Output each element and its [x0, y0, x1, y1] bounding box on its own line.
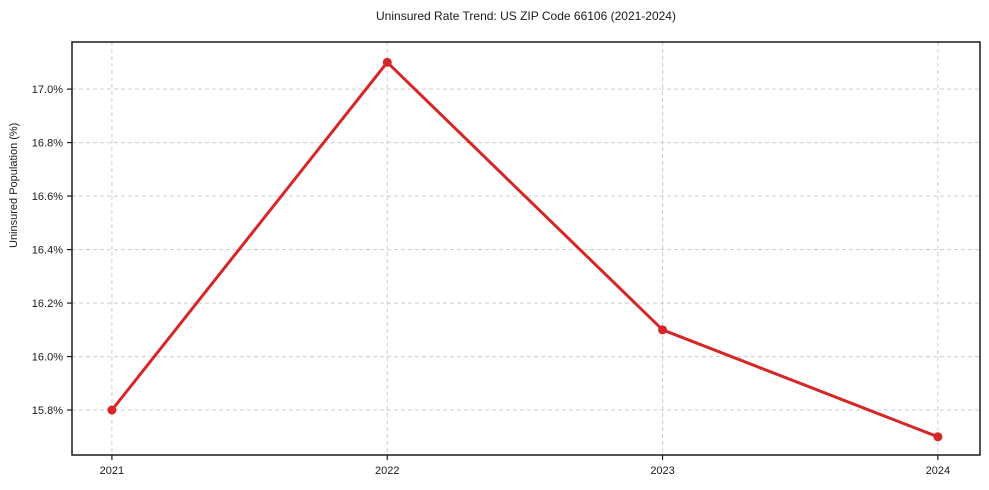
y-tick-label: 16.6% — [32, 191, 63, 203]
trend-line — [110, 60, 940, 439]
x-tick-label: 2021 — [100, 465, 124, 477]
chart-title: Uninsured Rate Trend: US ZIP Code 66106 … — [376, 9, 676, 23]
y-tick-label: 15.8% — [32, 405, 63, 417]
axes-frame — [71, 41, 981, 456]
x-tick-label: 2024 — [926, 465, 950, 477]
data-point-marker — [107, 405, 117, 415]
data-point-marker — [658, 325, 668, 335]
y-tick-label: 17.0% — [32, 84, 63, 96]
x-tick-label: 2022 — [375, 465, 399, 477]
data-point-marker — [382, 57, 392, 67]
y-tick-label: 16.0% — [32, 352, 63, 364]
y-tick-label: 16.2% — [32, 298, 63, 310]
data-point-marker — [933, 432, 943, 442]
y-tick-label: 16.8% — [32, 138, 63, 150]
y-tick-label: 16.4% — [32, 245, 63, 257]
x-tick-label: 2023 — [650, 465, 674, 477]
